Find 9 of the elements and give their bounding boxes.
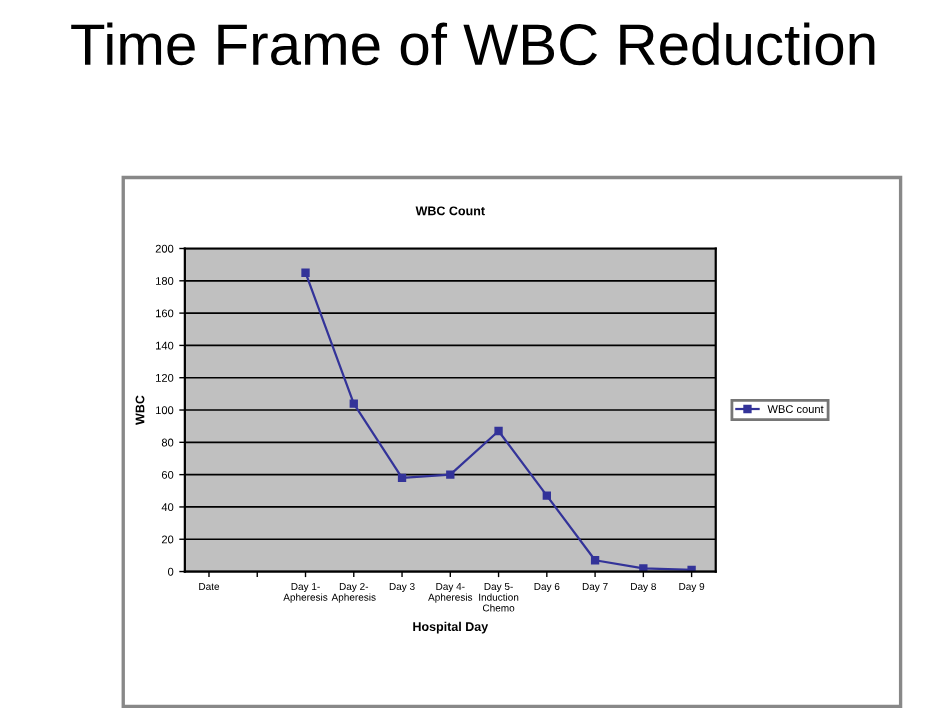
chart-title: Time Frame of WBC Reduction <box>71 22 875 66</box>
point <box>590 556 600 565</box>
point <box>639 564 648 572</box>
point <box>542 491 551 500</box>
point <box>301 268 310 277</box>
point <box>494 426 503 436</box>
point <box>349 399 358 408</box>
point <box>397 473 407 483</box>
point <box>446 470 455 479</box>
